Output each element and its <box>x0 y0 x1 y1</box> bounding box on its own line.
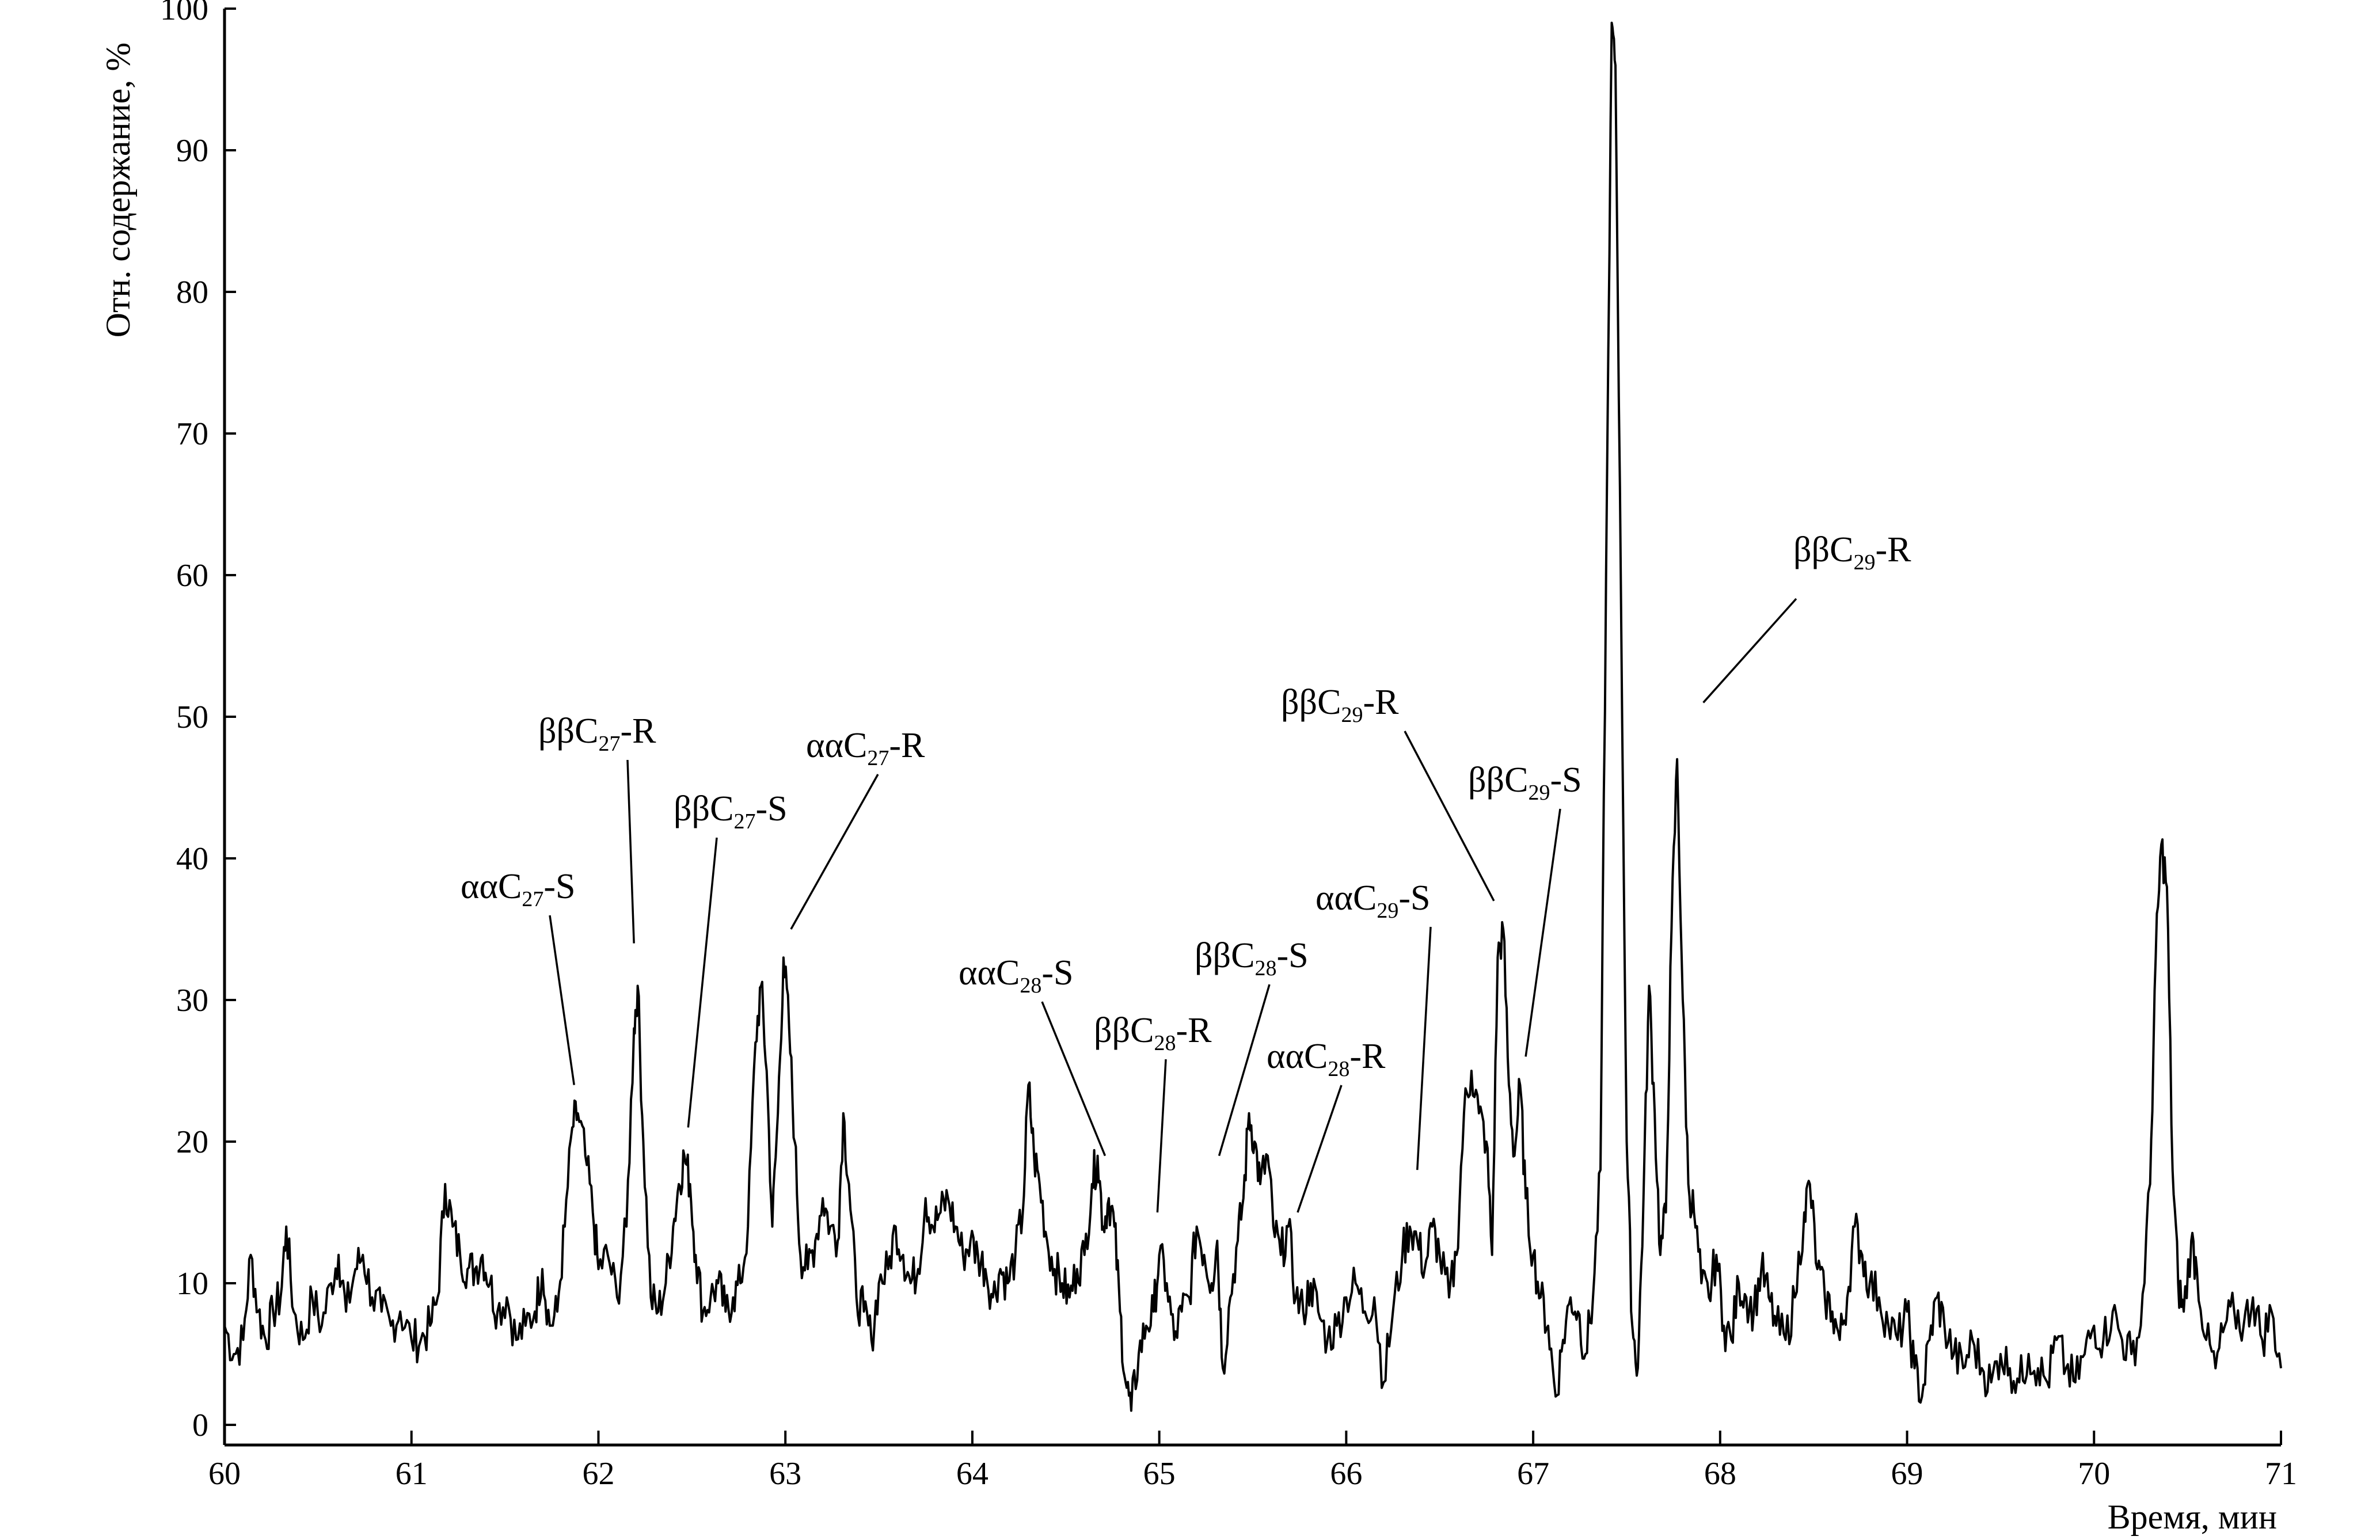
annotation-leader-line <box>1297 1085 1343 1213</box>
y-tick-label: 90 <box>176 133 208 169</box>
annotation-leader-line <box>1524 808 1561 1057</box>
y-tick-label: 40 <box>176 841 208 877</box>
annotation-leader-line <box>1156 1059 1167 1213</box>
annotation-label: ββC29-R <box>1793 530 1911 575</box>
annotation-label: ααC27-R <box>806 726 925 770</box>
peak-annotation: ββC28-S <box>1195 936 1309 1157</box>
annotation-leader-line <box>687 837 718 1128</box>
x-tick-label: 64 <box>956 1456 989 1492</box>
x-tick-label: 65 <box>1143 1456 1176 1492</box>
axes <box>223 9 2281 1447</box>
peak-annotation: ββC27-S <box>674 789 788 1128</box>
annotation-label: ββC27-S <box>674 789 788 834</box>
annotation-leader-line <box>790 774 879 930</box>
annotation-label: ααC28-R <box>1267 1037 1386 1081</box>
x-tick-label: 71 <box>2265 1456 2297 1492</box>
x-tick-label: 66 <box>1330 1456 1362 1492</box>
y-tick-label: 20 <box>176 1124 208 1160</box>
annotation-leader-line <box>1404 731 1495 902</box>
y-tick-label: 30 <box>176 983 208 1018</box>
x-tick-label: 69 <box>1891 1456 1923 1492</box>
peak-annotation: ααC27-R <box>790 726 925 930</box>
y-ticks: 0 10 20 30 40 50 60 70 80 90 100 <box>160 0 236 1443</box>
y-tick-label: 60 <box>176 558 208 594</box>
x-ticks: 60 61 62 63 64 65 66 67 68 69 70 71 <box>208 1431 2297 1492</box>
x-tick-label: 70 <box>2078 1456 2110 1492</box>
annotation-label: ββC29-R <box>1281 683 1399 727</box>
annotation-leader-line <box>1041 1001 1107 1157</box>
peak-annotation: ββC27-R <box>538 712 656 944</box>
annotation-leader-line <box>549 915 575 1085</box>
annotation-label: ααC28-S <box>959 953 1073 998</box>
series-line <box>223 21 2282 1412</box>
annotation-leader-line <box>1416 926 1432 1170</box>
peak-annotations: ααC27-S ββC27-R ββC27-S ααC27-R ααC28-S ββC28… <box>461 530 1911 1213</box>
peak-annotation: ααC27-S <box>461 867 575 1085</box>
peak-annotation: ααC29-S <box>1316 879 1432 1170</box>
peak-annotation: ααC28-R <box>1267 1037 1386 1213</box>
annotation-leader-line <box>1702 598 1797 704</box>
annotation-label: ββC27-R <box>538 712 656 756</box>
annotation-label: ββC28-S <box>1195 936 1309 980</box>
y-tick-label: 100 <box>160 0 208 27</box>
x-tick-label: 63 <box>769 1456 801 1492</box>
annotation-leader-line <box>1218 984 1271 1157</box>
peak-annotation: ααC28-S <box>959 953 1107 1157</box>
y-tick-label: 0 <box>192 1408 208 1443</box>
peak-annotation: ββC29-R <box>1702 530 1911 704</box>
annotation-leader-line <box>626 759 635 944</box>
y-tick-label: 70 <box>176 416 208 452</box>
x-tick-label: 68 <box>1704 1456 1736 1492</box>
annotation-label: ααC27-S <box>461 867 575 911</box>
y-axis-title: Отн. содержание, % <box>99 43 137 338</box>
y-tick-label: 80 <box>176 275 208 310</box>
x-tick-label: 60 <box>208 1456 241 1492</box>
x-tick-label: 61 <box>396 1456 428 1492</box>
peak-annotation: ββC29-R <box>1281 683 1495 902</box>
annotation-label: ααC29-S <box>1316 879 1430 923</box>
x-tick-label: 67 <box>1517 1456 1549 1492</box>
y-tick-label: 50 <box>176 699 208 735</box>
peak-annotation: ββC29-S <box>1468 761 1582 1057</box>
annotation-label: ββC28-R <box>1094 1011 1212 1055</box>
x-tick-label: 62 <box>582 1456 614 1492</box>
peak-annotation: ββC28-R <box>1094 1011 1212 1213</box>
x-axis-title: Время, мин <box>2108 1498 2277 1536</box>
y-tick-label: 10 <box>176 1266 208 1302</box>
annotation-label: ββC29-S <box>1468 761 1582 805</box>
